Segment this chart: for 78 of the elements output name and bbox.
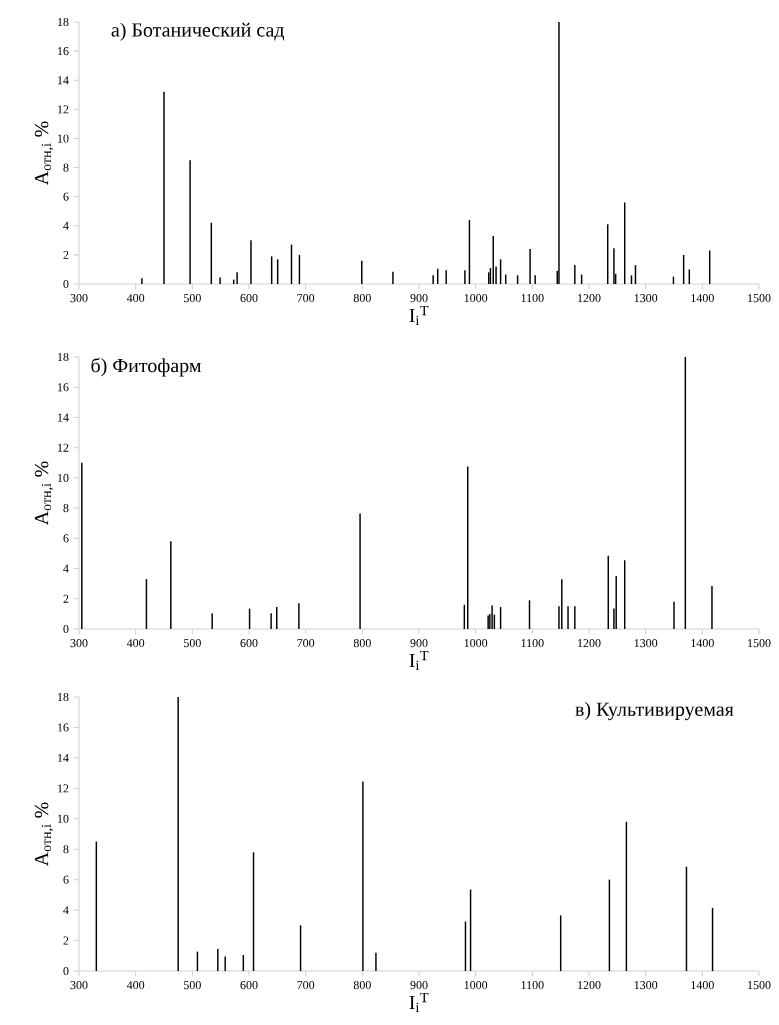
x-tick-label: 800 [353, 294, 371, 303]
x-tick-label: 600 [240, 981, 258, 990]
y-tick-label: 6 [63, 875, 69, 884]
x-tick-label: 1200 [578, 981, 601, 990]
x-axis-title: I$_{i}$T [409, 305, 429, 325]
x-tick-label: 1000 [464, 294, 488, 303]
y-axis-title: A$_{отн,i}$ % [34, 121, 54, 186]
x-tick-label: 700 [297, 294, 315, 303]
x-tick-label: 1000 [464, 639, 488, 648]
y-tick-label: 2 [63, 250, 69, 259]
x-tick-label: 800 [353, 981, 371, 990]
x-tick-label: 500 [184, 639, 201, 648]
x-tick-label: 1400 [691, 294, 714, 303]
y-tick-label: 4 [63, 221, 69, 230]
x-tick-label: 1100 [521, 294, 544, 303]
x-axis-title: I$_{i}$T [409, 992, 429, 1012]
chart-title: в) Культивируемая [575, 701, 734, 721]
x-tick-label: 1500 [748, 981, 771, 990]
y-tick-label: 2 [63, 936, 69, 945]
y-tick-label: 8 [63, 845, 69, 854]
y-tick-label: 2 [63, 594, 69, 603]
x-tick-label: 1100 [521, 981, 544, 990]
y-tick-label: 12 [58, 105, 69, 114]
x-tick-label: 1400 [691, 981, 714, 990]
y-tick-label: 6 [63, 534, 69, 543]
x-tick-label: 900 [410, 294, 428, 303]
y-tick-label: 6 [63, 192, 69, 201]
x-tick-label: 1200 [578, 294, 601, 303]
y-tick-label: 16 [58, 723, 69, 732]
y-tick-label: 10 [58, 134, 69, 143]
y-tick-label: 0 [63, 966, 69, 976]
y-tick-label: 12 [58, 443, 69, 452]
x-tick-label: 500 [184, 294, 201, 303]
x-tick-label: 1100 [521, 639, 544, 648]
y-tick-label: 18 [58, 17, 69, 27]
x-tick-label: 1000 [464, 981, 488, 990]
x-tick-label: 700 [297, 981, 315, 990]
y-axis-title: A$_{отн,i}$ % [34, 461, 54, 526]
x-tick-label: 1400 [691, 639, 714, 648]
y-tick-label: 18 [58, 692, 69, 702]
y-tick-label: 14 [58, 413, 69, 422]
y-tick-label: 14 [58, 753, 69, 762]
y-tick-label: 4 [63, 564, 69, 573]
y-tick-label: 16 [58, 47, 69, 56]
x-tick-label: 300 [70, 639, 88, 648]
y-tick-label: 16 [58, 383, 69, 392]
chart-title: а) Ботанический сад [111, 22, 285, 41]
x-tick-label: 300 [70, 981, 88, 990]
chart-title: б) Фитофарм [91, 357, 202, 377]
y-tick-label: 10 [58, 814, 69, 823]
y-tick-label: 14 [58, 76, 69, 85]
y-tick-label: 18 [58, 352, 69, 362]
x-tick-label: 1500 [748, 294, 771, 303]
x-tick-label: 900 [410, 981, 428, 990]
y-tick-label: 8 [63, 504, 69, 513]
x-tick-label: 700 [297, 639, 315, 648]
x-tick-label: 800 [353, 639, 371, 648]
x-tick-label: 1300 [634, 639, 658, 648]
y-tick-label: 10 [58, 473, 69, 482]
x-tick-label: 1200 [578, 639, 601, 648]
x-tick-label: 1500 [748, 639, 771, 648]
x-tick-label: 600 [240, 294, 258, 303]
y-axis-title: A$_{отн,i}$ % [34, 802, 54, 867]
x-axis-title: I$_{i}$T [409, 650, 429, 670]
x-tick-label: 600 [240, 639, 258, 648]
x-tick-label: 400 [126, 294, 145, 303]
x-tick-label: 400 [126, 639, 145, 648]
y-tick-label: 8 [63, 163, 69, 172]
x-tick-label: 900 [410, 639, 428, 648]
x-tick-label: 1300 [634, 294, 658, 303]
x-tick-label: 400 [126, 981, 145, 990]
x-tick-label: 500 [184, 981, 201, 990]
y-tick-label: 0 [63, 624, 69, 634]
x-tick-label: 1300 [634, 981, 658, 990]
y-tick-label: 12 [58, 784, 69, 793]
y-tick-label: 4 [63, 906, 69, 915]
y-tick-label: 0 [63, 279, 69, 289]
x-tick-label: 300 [70, 294, 88, 303]
